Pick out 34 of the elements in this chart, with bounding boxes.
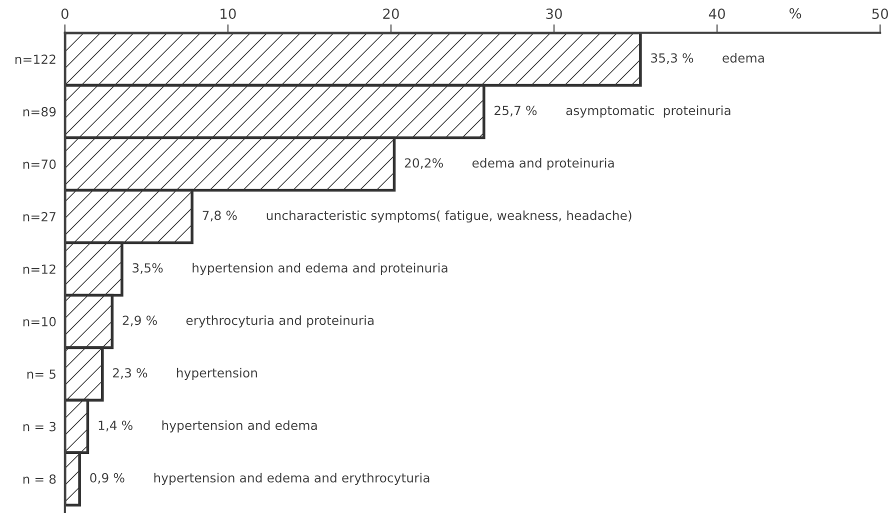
data-label: 25,7 % bbox=[494, 106, 537, 116]
y-tick-label: n=122 bbox=[15, 54, 56, 64]
data-label: 7,8 % bbox=[202, 210, 237, 222]
y-tick-label: n=27 bbox=[23, 212, 56, 222]
x-tick-label: 40 bbox=[708, 8, 725, 20]
annotation: erythrocyturia and proteinuria bbox=[186, 315, 374, 328]
data-label: 2,9 % bbox=[122, 316, 157, 326]
annotation: asymptomatic proteinuria bbox=[566, 106, 730, 118]
x-tick-label: 0 bbox=[61, 8, 68, 20]
x-tick-label: 20 bbox=[383, 8, 399, 20]
annotation: hypertension bbox=[177, 368, 257, 380]
y-tick-label: n=10 bbox=[23, 316, 56, 326]
data-label: 3,5% bbox=[132, 263, 163, 274]
y-tick-label: n = 3 bbox=[23, 422, 56, 432]
y-tick-label: n=70 bbox=[23, 159, 56, 169]
x-tick-label: 10 bbox=[220, 8, 236, 20]
data-label: 1,4 % bbox=[98, 420, 132, 432]
y-tick-label: n= 5 bbox=[27, 370, 56, 379]
y-tick-label: n=12 bbox=[23, 264, 56, 274]
y-tick-label: n=89 bbox=[23, 107, 56, 116]
x-axis-title: % bbox=[789, 8, 802, 19]
annotation: hypertension and edema and erythrocyturia bbox=[154, 472, 430, 485]
data-label: 20,2% bbox=[404, 158, 443, 169]
x-tick-label: 50 bbox=[872, 8, 888, 20]
annotation: hypertension and edema bbox=[162, 420, 317, 432]
x-tick-label: 30 bbox=[546, 8, 562, 20]
annotation: uncharacteristic symptoms( fatigue, weakness, headache) bbox=[266, 210, 632, 223]
data-label: 35,3 % bbox=[651, 53, 694, 64]
data-label: 2,3 % bbox=[113, 368, 148, 379]
annotation: edema and proteinuria bbox=[472, 158, 614, 170]
data-label: 0,9 % bbox=[90, 473, 124, 484]
annotation: hypertension and edema and proteinuria bbox=[192, 262, 448, 276]
y-tick-label: n = 8 bbox=[23, 474, 56, 484]
annotation: edema bbox=[722, 53, 764, 63]
